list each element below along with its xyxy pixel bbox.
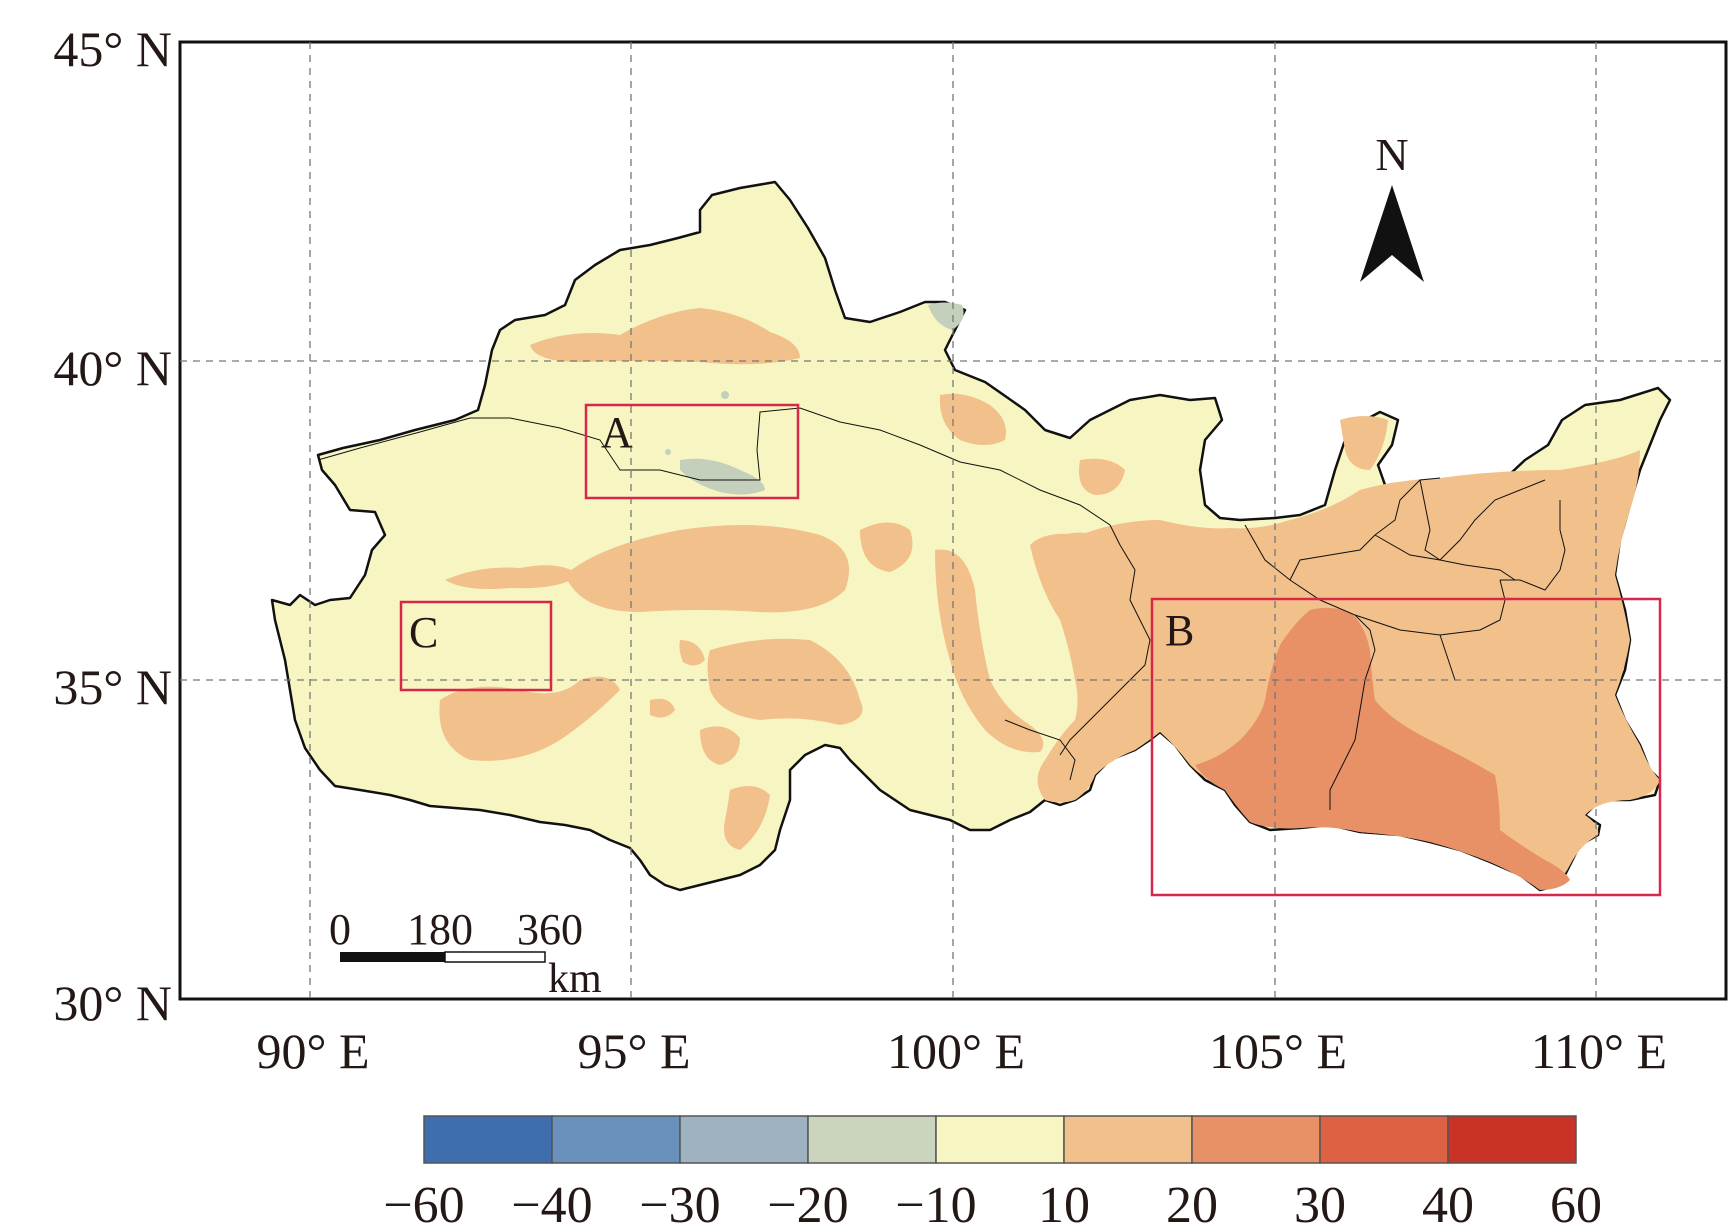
- legend-swatch: [1191, 1115, 1321, 1164]
- legend-swatch: [1447, 1115, 1577, 1164]
- scale-bar: [340, 951, 546, 963]
- province-boundaries: [317, 407, 1566, 810]
- legend-tick-label: −30: [639, 1177, 720, 1230]
- scale-tick-180: 180: [407, 905, 473, 954]
- latitude-labels: 45° N 40° N 35° N 30° N: [53, 21, 172, 1031]
- region-label-b: B: [1165, 606, 1194, 655]
- region-label-c: C: [409, 608, 438, 657]
- grey-green-zones: [665, 302, 964, 495]
- legend-swatch: [935, 1115, 1065, 1164]
- legend-tick-labels: −60 −40 −30 −20 −10 10 20 30 40 60: [383, 1177, 1602, 1230]
- lat-label-40: 40° N: [53, 340, 172, 396]
- legend-tick-label: 40: [1422, 1177, 1474, 1230]
- longitude-labels: 90° E 95° E 100° E 105° E 110° E: [256, 1023, 1667, 1079]
- lon-label-105: 105° E: [1209, 1023, 1347, 1079]
- legend-tick-label: −40: [511, 1177, 592, 1230]
- legend-tick-label: −60: [383, 1177, 464, 1230]
- region-label-a: A: [601, 408, 633, 457]
- legend-tick-label: −10: [895, 1177, 976, 1230]
- color-legend: [423, 1115, 1577, 1164]
- legend-swatch: [423, 1115, 553, 1164]
- lat-label-45: 45° N: [53, 21, 172, 77]
- lon-label-110: 110° E: [1531, 1023, 1667, 1079]
- graticule: [180, 42, 1726, 999]
- north-arrow-icon: [1360, 185, 1424, 282]
- north-arrow-label: N: [1375, 129, 1408, 180]
- legend-tick-label: 30: [1294, 1177, 1346, 1230]
- region-boxes: [399, 403, 1662, 897]
- lon-label-100: 100° E: [887, 1023, 1025, 1079]
- legend-tick-label: 60: [1550, 1177, 1602, 1230]
- scale-tick-360: 360: [517, 905, 583, 954]
- mid-orange-zone: [1195, 607, 1570, 890]
- legend-swatch: [551, 1115, 681, 1164]
- region-box-a: [584, 403, 800, 500]
- lon-label-95: 95° E: [577, 1023, 690, 1079]
- lat-label-35: 35° N: [53, 659, 172, 715]
- legend-swatch: [679, 1115, 809, 1164]
- scale-unit: km: [548, 956, 602, 1002]
- legend-swatch: [807, 1115, 937, 1164]
- region-box-b: [1150, 597, 1662, 897]
- lon-label-90: 90° E: [256, 1023, 369, 1079]
- region-box-c: [399, 600, 553, 692]
- legend-swatch: [1063, 1115, 1193, 1164]
- lat-label-30: 30° N: [53, 975, 172, 1031]
- legend-swatch: [1319, 1115, 1449, 1164]
- legend-tick-label: 20: [1166, 1177, 1218, 1230]
- scale-tick-0: 0: [329, 905, 351, 954]
- legend-tick-label: 10: [1038, 1177, 1090, 1230]
- legend-tick-label: −20: [767, 1177, 848, 1230]
